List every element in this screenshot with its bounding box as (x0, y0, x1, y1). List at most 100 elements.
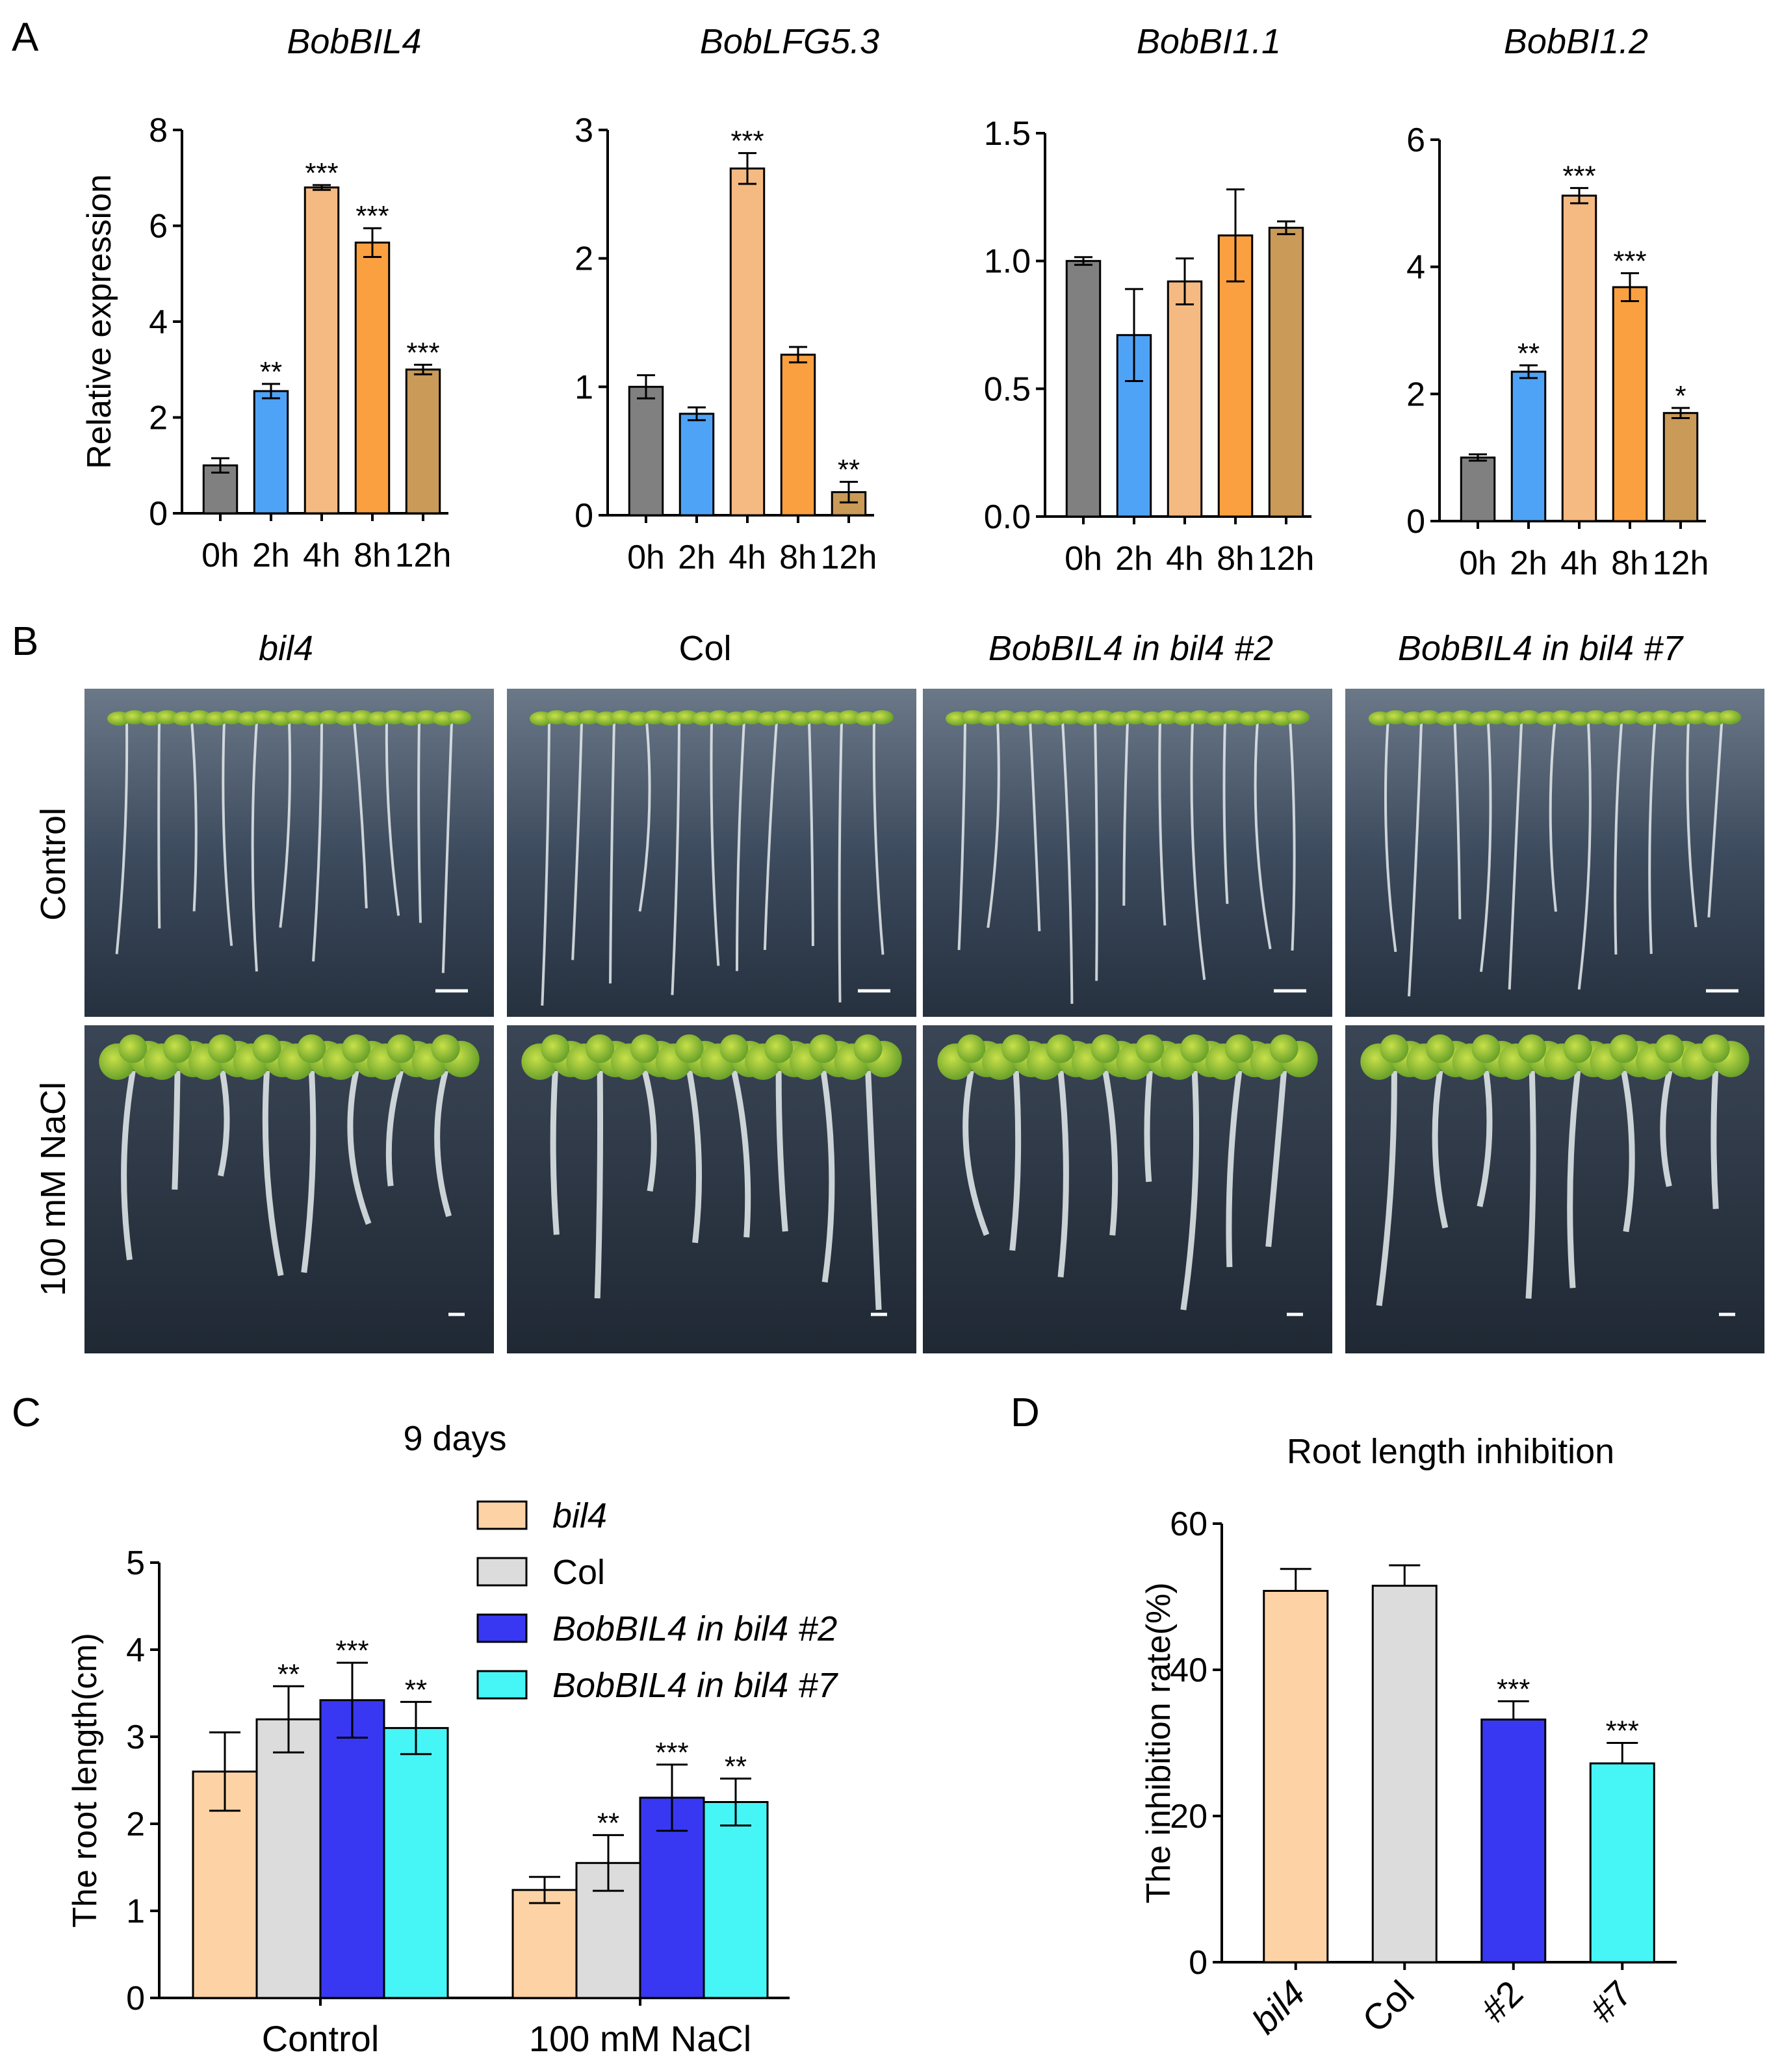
leaf (386, 1034, 415, 1063)
chart-root-inhibition: Root length inhibition 0 20 40 60 The inhibit… (1140, 1432, 1677, 2041)
chart-title: 9 days (403, 1419, 506, 1458)
root (1614, 721, 1623, 955)
x-tick-label: Control (262, 2018, 380, 2059)
x-tick-label: 0h (627, 539, 665, 576)
root (1508, 721, 1523, 990)
root (121, 1070, 136, 1260)
root (710, 721, 720, 966)
y-tick-label: 2 (1406, 376, 1425, 413)
panel-label-c: C (12, 1390, 41, 1435)
x-tick-label: 0h (201, 537, 239, 574)
x-tick-label: 12h (821, 539, 877, 576)
y-tick-label: 0.5 (984, 370, 1031, 408)
chart-title: BobBI1.1 (1137, 22, 1281, 61)
root (190, 721, 198, 912)
leaf (1269, 1034, 1298, 1063)
root (1190, 721, 1206, 980)
plate-background (507, 1025, 916, 1353)
root (1061, 721, 1074, 1004)
seedling-photo (84, 689, 494, 1017)
x-tick-label: 2h (1510, 544, 1547, 582)
bar (780, 353, 816, 517)
significance-label: *** (406, 337, 439, 368)
y-tick-label: 40 (1170, 1652, 1207, 1689)
root (115, 721, 129, 954)
root (262, 1070, 284, 1277)
leaf (1584, 710, 1608, 724)
photo-column-label: BobBIL4 in bil4 #2 (988, 629, 1273, 668)
leaf (1684, 710, 1708, 724)
root (353, 721, 368, 909)
x-tick-label: 4h (1166, 540, 1204, 578)
seedling-photo (923, 689, 1332, 1017)
x-tick-label: 8h (1611, 544, 1649, 582)
y-tick-label: 0 (1189, 1944, 1207, 1982)
x-tick-label: 12h (1653, 544, 1709, 582)
significance-label: ** (725, 1750, 747, 1782)
root (1408, 721, 1423, 997)
root (1094, 721, 1098, 981)
root (1549, 721, 1557, 912)
root (385, 1069, 404, 1186)
leaf (1563, 1034, 1592, 1063)
leaf (719, 1034, 749, 1063)
root (1180, 1070, 1200, 1311)
significance-label: *** (1497, 1673, 1530, 1705)
bar (1065, 260, 1102, 518)
root (1567, 1070, 1581, 1288)
bar (703, 1801, 769, 1999)
seedling-photo (507, 689, 916, 1017)
root (441, 721, 453, 973)
leaf (1286, 710, 1310, 724)
seedling-photo (923, 1025, 1332, 1353)
significance-label: * (1675, 380, 1686, 412)
x-tick-label: bil4 (1244, 1973, 1313, 2041)
root (1289, 721, 1296, 951)
leaf (1618, 710, 1642, 724)
photo-row-label-nacl: 100 mM NaCl (34, 1082, 73, 1296)
root (1122, 721, 1129, 906)
bar (255, 1718, 322, 1999)
significance-label: ** (597, 1807, 619, 1839)
root (1477, 1070, 1493, 1207)
legend-swatch (476, 1670, 528, 1700)
leaf (675, 1034, 704, 1063)
root (1144, 1070, 1153, 1183)
y-tick-label: 3 (575, 112, 593, 149)
leaf (448, 710, 471, 724)
root (1707, 721, 1724, 917)
bar (1268, 227, 1304, 518)
leaf (1517, 710, 1542, 724)
panel-label-a: A (12, 15, 39, 60)
root (1057, 1070, 1069, 1278)
chart-title: Root length inhibition (1287, 1432, 1614, 1471)
chart-bobbi1-1: BobBI1.1 0.0 0.5 1.0 1.5 0h 2h 4h 8h 12h (984, 22, 1315, 578)
bar (319, 1699, 385, 1999)
bar (383, 1727, 449, 1999)
leaf (957, 1034, 986, 1063)
plate-background (1345, 689, 1764, 1017)
root (1432, 1070, 1449, 1229)
root (417, 721, 422, 923)
root (987, 721, 1000, 928)
significance-label: *** (1562, 160, 1595, 192)
bar (511, 1889, 578, 1999)
x-tick-label: 0h (1459, 544, 1497, 582)
y-tick-label: 0.0 (984, 498, 1031, 536)
y-tick-label: 4 (1406, 249, 1425, 287)
y-axis-label: The inhibition rate(%) (1140, 1582, 1178, 1903)
root (279, 721, 292, 928)
leaf (853, 1034, 883, 1063)
leaf (764, 1034, 794, 1063)
y-tick-label: 3 (126, 1719, 145, 1756)
bar (354, 241, 391, 515)
leaf (431, 1034, 460, 1063)
bar (1167, 280, 1203, 518)
bar (1510, 370, 1547, 522)
y-tick-label: 2 (126, 1806, 145, 1843)
seedling-photo (84, 1025, 494, 1353)
y-tick-label: 4 (149, 303, 168, 341)
leaf (207, 1034, 237, 1063)
y-tick-label: 4 (126, 1631, 145, 1669)
